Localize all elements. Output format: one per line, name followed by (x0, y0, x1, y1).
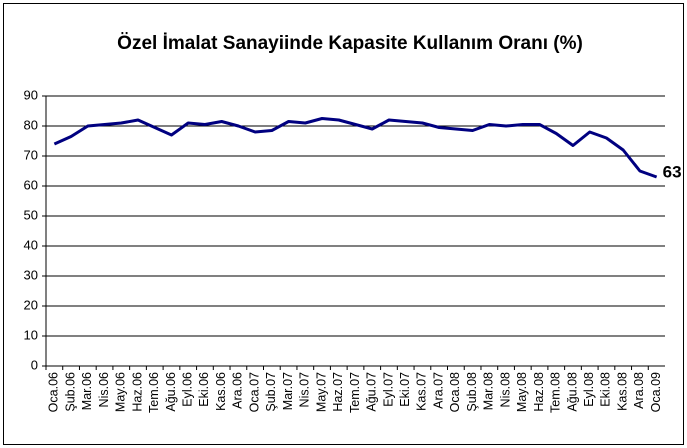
x-tick-label: Haz.07 (331, 372, 345, 412)
x-tick-label: Tem.08 (549, 372, 563, 413)
x-tick-label: Kas.07 (415, 372, 429, 411)
x-tick-label: Oca.06 (47, 372, 61, 412)
x-tick-label: Ağu.06 (164, 372, 178, 412)
x-tick-label: Mar.06 (80, 372, 94, 410)
y-tick-label: 40 (24, 237, 38, 252)
x-tick-label: Mar.07 (281, 372, 295, 410)
x-tick-label: Eyl.06 (180, 372, 194, 407)
x-tick-label: Tem.06 (147, 372, 161, 413)
x-tick-label: Tem.07 (348, 372, 362, 413)
x-tick-label: Oca.07 (247, 372, 261, 412)
y-tick-label: 70 (24, 147, 38, 162)
x-tick-label: Ara.07 (431, 372, 445, 409)
x-tick-label: Oca.08 (448, 372, 462, 412)
chart-title: Özel İmalat Sanayiinde Kapasite Kullanım… (117, 33, 583, 54)
x-tick-label: Nis.08 (498, 372, 512, 407)
x-tick-label: Ara.08 (632, 372, 646, 409)
x-tick-label: May.08 (515, 372, 529, 412)
y-tick-label: 0 (31, 357, 38, 372)
data-label: 63 (663, 162, 682, 181)
x-tick-label: Nis.06 (97, 372, 111, 407)
x-tick-label: May.07 (314, 372, 328, 412)
x-tick-label: Şub.07 (264, 372, 278, 412)
x-tick-label: Eki.07 (398, 372, 412, 407)
x-tick-label: Oca.09 (649, 372, 663, 412)
x-tick-label: Eki.06 (197, 372, 211, 407)
y-tick-label: 50 (24, 207, 38, 222)
y-tick-label: 20 (24, 297, 38, 312)
y-tick-label: 30 (24, 267, 38, 282)
x-tick-label: Eki.08 (599, 372, 613, 407)
y-tick-label: 60 (24, 177, 38, 192)
chart-border (3, 3, 684, 445)
x-tick-label: Eyl.07 (381, 372, 395, 407)
y-tick-label: 80 (24, 117, 38, 132)
x-tick-label: Ağu.08 (565, 372, 579, 412)
x-tick-label: Şub.08 (465, 372, 479, 412)
x-tick-label: Kas.06 (214, 372, 228, 411)
x-tick-label: Şub.06 (63, 372, 77, 412)
x-tick-label: Haz.08 (532, 372, 546, 412)
x-tick-label: Haz.06 (130, 372, 144, 412)
line-series (53, 117, 658, 179)
x-tick-label: Ağu.07 (365, 372, 379, 412)
x-tick-label: Mar.08 (482, 372, 496, 410)
y-tick-label: 10 (24, 327, 38, 342)
x-tick-label: Eyl.08 (582, 372, 596, 407)
x-tick-label: Kas.08 (615, 372, 629, 411)
x-tick-label: May.06 (114, 372, 128, 412)
x-tick-label: Ara.06 (231, 372, 245, 409)
y-tick-label: 90 (24, 87, 38, 102)
x-tick-label: Nis.07 (298, 372, 312, 407)
